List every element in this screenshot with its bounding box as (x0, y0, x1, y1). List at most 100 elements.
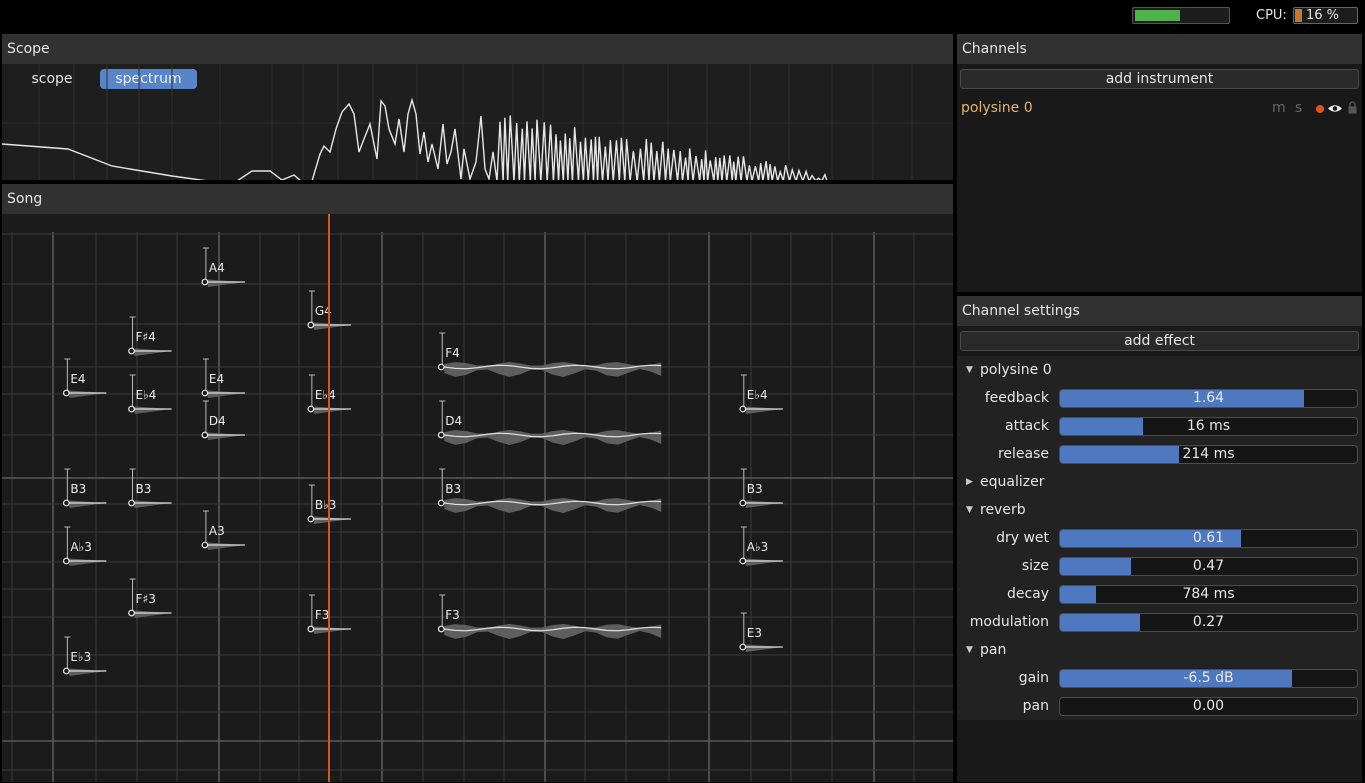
param-slider-fill (1060, 530, 1242, 547)
param-slider[interactable]: 784 ms (1059, 585, 1358, 604)
param-row-feedback: feedback 1.64 (957, 384, 1362, 412)
note-start-handle (62, 667, 70, 675)
note-envelope (444, 362, 662, 377)
note: A♭3 (62, 526, 107, 566)
param-row-dry-wet: dry wet 0.61 (957, 524, 1362, 552)
param-value: 1.64 (1192, 390, 1225, 406)
section-equalizer[interactable]: ▶ equalizer (957, 468, 1362, 496)
note-start-handle (201, 278, 209, 286)
note-start-handle (62, 389, 70, 397)
note-envelope (69, 668, 107, 676)
note-start-handle (62, 499, 70, 507)
eye-icon[interactable] (1327, 103, 1343, 114)
tab-spectrum[interactable]: spectrum (100, 69, 197, 89)
note-label: F3 (315, 608, 330, 622)
note-label: A♭3 (70, 540, 92, 554)
note-envelope (207, 542, 245, 550)
param-row-pan: pan 0.00 (957, 692, 1362, 720)
param-value: 0.47 (1192, 558, 1225, 574)
note-label: E♭4 (136, 388, 157, 402)
param-slider[interactable]: 0.27 (1059, 613, 1358, 632)
section-pan[interactable]: ▼ pan (957, 636, 1362, 664)
note-label: E3 (747, 626, 762, 640)
section-reverb[interactable]: ▼ reverb (957, 496, 1362, 524)
param-slider-fill (1060, 446, 1179, 463)
cpu-meter-fill (1295, 9, 1303, 22)
channel-item[interactable]: polysine 0 m s (960, 98, 1359, 120)
note-start-handle (307, 405, 315, 413)
param-slider[interactable]: 0.00 (1059, 697, 1358, 716)
section-label: polysine 0 (980, 362, 1052, 378)
param-slider[interactable]: 214 ms (1059, 445, 1358, 464)
note: E♭4 (739, 374, 783, 414)
lock-icon[interactable] (1348, 101, 1357, 114)
note: E♭4 (307, 374, 351, 414)
param-slider[interactable]: 0.47 (1059, 557, 1358, 576)
param-slider[interactable]: 1.64 (1059, 389, 1358, 408)
mute-button[interactable]: m (1272, 100, 1286, 116)
add-effect-button[interactable]: add effect (960, 331, 1359, 351)
note-envelope (745, 406, 783, 414)
tab-scope[interactable]: scope (31, 71, 73, 87)
spectrum-display (2, 64, 953, 180)
note: F3 (307, 594, 351, 634)
note-label: E4 (209, 372, 224, 386)
chevron-down-icon[interactable]: ▼ (966, 365, 973, 375)
note-label: E♭4 (315, 388, 336, 402)
note-envelope (444, 430, 662, 445)
note: B3 (437, 468, 662, 513)
chevron-down-icon[interactable]: ▼ (966, 645, 973, 655)
note-start-handle (307, 625, 315, 633)
note-label: B♭3 (315, 498, 337, 512)
param-slider-fill (1060, 390, 1304, 407)
note-label: B3 (445, 482, 461, 496)
param-row-decay: decay 784 ms (957, 580, 1362, 608)
section-label: pan (980, 642, 1007, 658)
note: B3 (739, 468, 783, 508)
param-value: 0.27 (1192, 614, 1225, 630)
param-slider[interactable]: 16 ms (1059, 417, 1358, 436)
section-polysine-0[interactable]: ▼ polysine 0 (957, 356, 1362, 384)
param-slider[interactable]: 0.61 (1059, 529, 1358, 548)
param-value: 0.00 (1192, 698, 1225, 714)
note-start-handle (739, 499, 747, 507)
note: A3 (201, 510, 245, 550)
note-envelope (313, 626, 351, 634)
cpu-meter: 16 % (1293, 7, 1358, 24)
record-arm-icon[interactable] (1316, 105, 1324, 113)
note: D4 (201, 400, 245, 440)
add-instrument-button[interactable]: add instrument (960, 69, 1359, 89)
chevron-down-icon[interactable]: ▼ (966, 505, 973, 515)
channels-title: Channels (957, 34, 1362, 64)
scope-panel: Scope scope spectrum (2, 34, 953, 180)
cpu-label: CPU: (1256, 8, 1287, 23)
note-start-handle (739, 557, 747, 565)
solo-button[interactable]: s (1295, 100, 1303, 116)
note-label: A♭3 (747, 540, 769, 554)
channel-name[interactable]: polysine 0 (961, 100, 1033, 116)
note-start-handle (437, 625, 445, 633)
param-slider[interactable]: -6.5 dB (1059, 669, 1358, 688)
cpu-value: 16 % (1306, 8, 1340, 23)
channel-settings-title: Channel settings (957, 296, 1362, 326)
note-start-handle (437, 499, 445, 507)
param-slider-fill (1060, 418, 1144, 435)
note: D4 (437, 400, 662, 445)
top-bar: CPU: 16 % (0, 0, 1365, 32)
note-start-handle (128, 499, 135, 507)
note-label: G4 (315, 304, 332, 318)
piano-roll[interactable]: A4 G4 F♯4 E4 E4 E♭4 E♭4 D4 F4 D4 E♭4 B3 B3 B♭3 B3 B3 A♭3… (2, 214, 953, 782)
param-row-size: size 0.47 (957, 552, 1362, 580)
param-value: 784 ms (1182, 586, 1235, 602)
param-label: release (997, 446, 1049, 462)
chevron-right-icon[interactable]: ▶ (966, 477, 973, 487)
param-slider-fill (1060, 614, 1141, 631)
param-label: decay (1006, 586, 1049, 602)
note: B♭3 (307, 484, 351, 524)
song-title: Song (2, 184, 953, 214)
note-label: E♭4 (747, 388, 768, 402)
note-pitch-line (444, 626, 662, 632)
param-row-gain: gain -6.5 dB (957, 664, 1362, 692)
param-row-release: release 214 ms (957, 440, 1362, 468)
param-label: dry wet (996, 530, 1049, 546)
